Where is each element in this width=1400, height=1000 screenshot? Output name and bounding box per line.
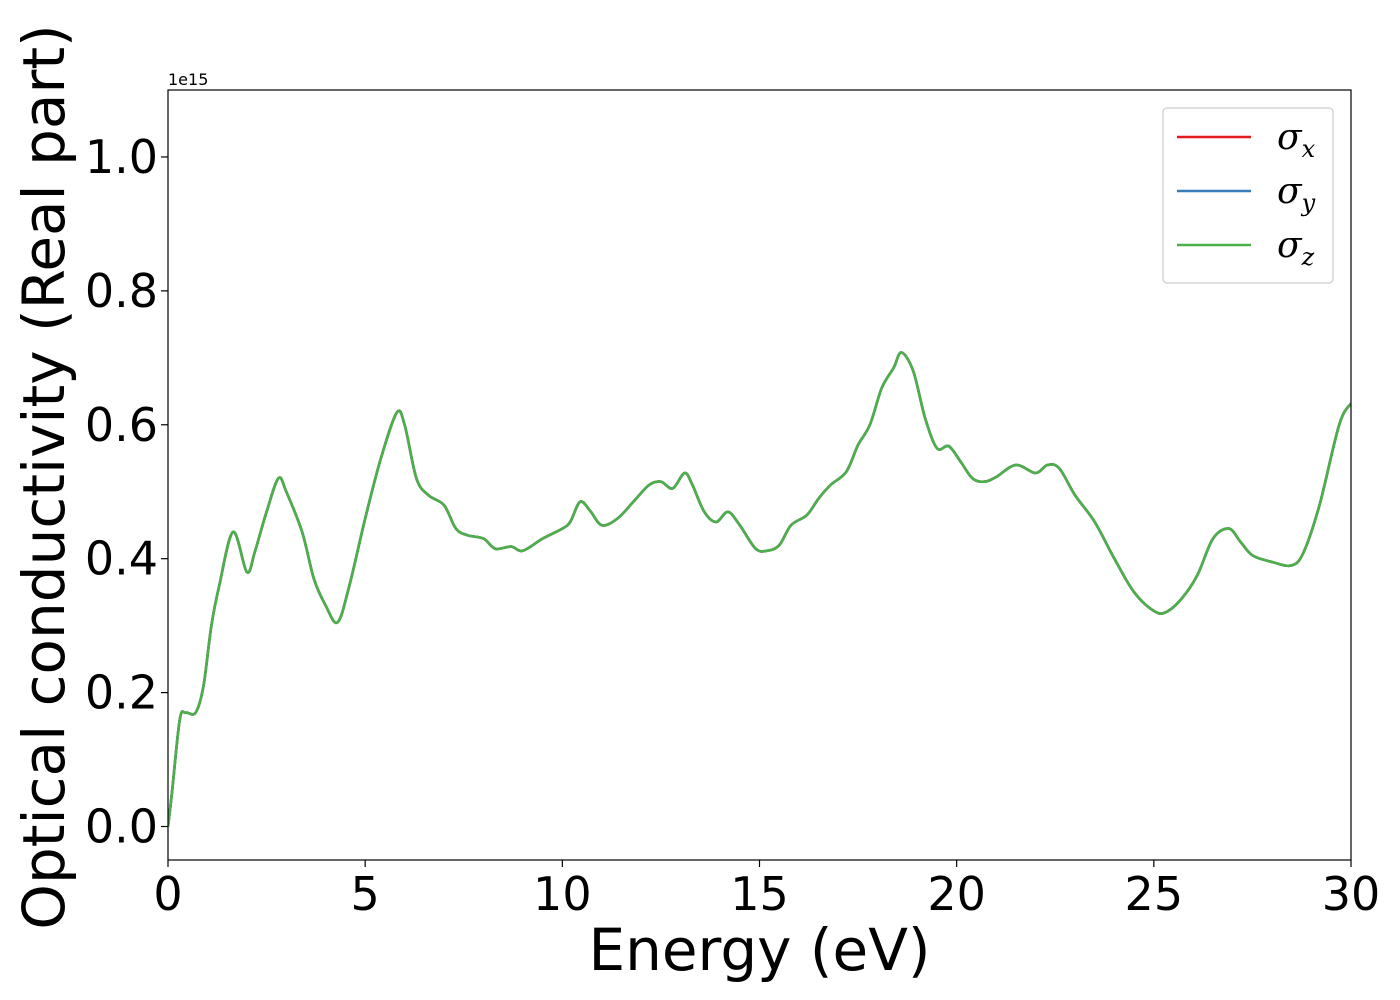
x-axis-label: Energy (eV): [588, 916, 930, 984]
x-tick-label: 10: [533, 867, 592, 921]
legend-label-x: σx: [1277, 117, 1316, 163]
y-axis-ticks: 0.0 0.2 0.4 0.6 0.8 1.0: [85, 130, 168, 854]
legend: σx σy σz: [1162, 107, 1334, 284]
y-tick-label: 0.4: [85, 532, 158, 586]
y-tick-label: 1.0: [85, 130, 158, 184]
x-tick-label: 5: [351, 867, 380, 921]
y-axis-offset-text: 1e15: [168, 70, 208, 89]
y-tick-label: 0.8: [85, 264, 158, 318]
y-tick-label: 0.2: [85, 666, 158, 720]
y-tick-label: 0.6: [85, 398, 158, 452]
x-tick-label: 30: [1322, 867, 1381, 921]
series-lines: [168, 351, 1351, 827]
legend-label-y: σy: [1277, 171, 1316, 217]
legend-label-z: σz: [1277, 225, 1315, 271]
x-tick-label: 20: [927, 867, 986, 921]
x-tick-label: 0: [153, 867, 182, 921]
x-tick-label: 15: [730, 867, 789, 921]
legend-frame: [1162, 107, 1334, 284]
series-line-z: [168, 351, 1351, 827]
x-axis-ticks: 0 5 10 15 20 25 30: [153, 860, 1380, 921]
y-tick-label: 0.0: [85, 800, 158, 854]
y-axis-label: Optical conductivity (Real part): [10, 24, 78, 929]
x-tick-label: 25: [1125, 867, 1184, 921]
